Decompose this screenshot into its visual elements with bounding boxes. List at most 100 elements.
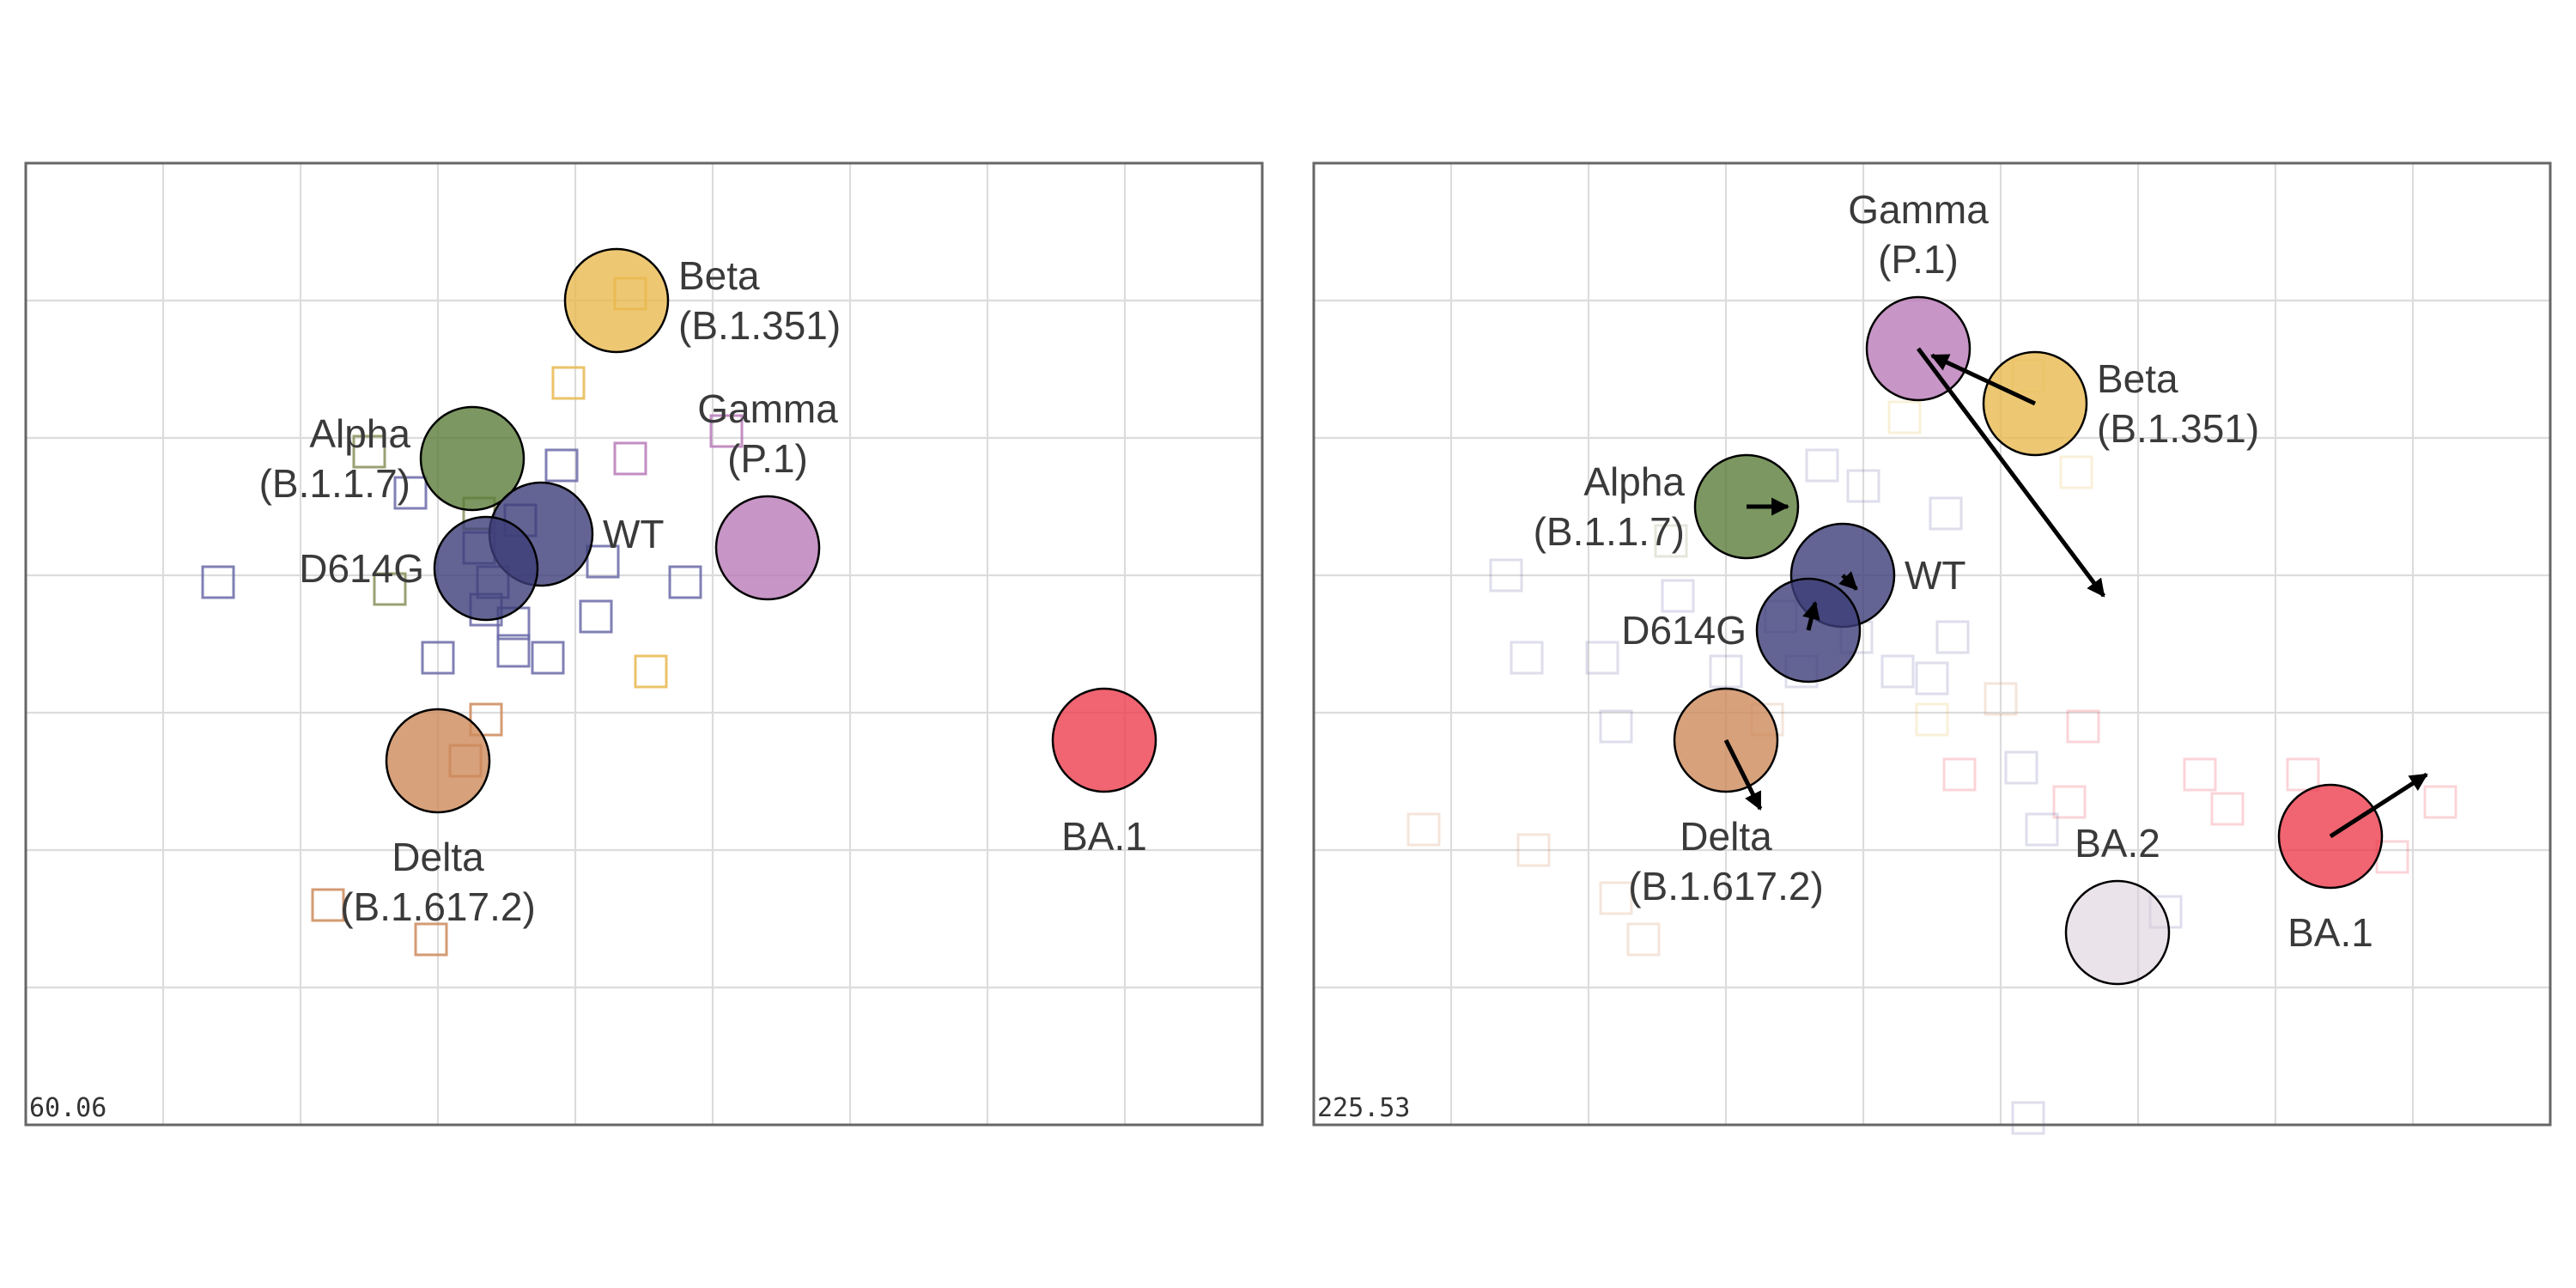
antigen-point-d614g xyxy=(433,515,539,622)
antigen-label-line: WT xyxy=(603,512,665,556)
serum-point xyxy=(2423,785,2458,819)
antigen-label-line: Gamma xyxy=(697,386,838,431)
left-map-panel: Beta (B.1.351) Alpha (B.1.1.7) Gamma (P.1) WT D… xyxy=(24,161,1264,1127)
antigen-label: BA.1 xyxy=(2287,910,2373,955)
serum-point xyxy=(1585,641,1619,675)
antigen-label-line: (B.1.351) xyxy=(678,303,841,348)
serum-point xyxy=(579,599,613,634)
serum-point xyxy=(634,654,668,689)
serum-point xyxy=(1654,524,1688,558)
serum-point xyxy=(1406,812,1441,847)
serum-point xyxy=(2183,757,2217,792)
serum-point xyxy=(1942,757,1977,792)
serum-point xyxy=(201,565,235,599)
serum-point xyxy=(414,922,448,957)
antigen-label: BA.1 xyxy=(1061,814,1147,859)
antigen-label: BA.2 xyxy=(2075,821,2160,866)
antigen-label: Gamma (P.1) xyxy=(697,386,838,481)
serum-point xyxy=(1516,833,1551,867)
antigen-label-line: Beta xyxy=(678,253,760,298)
antigen-label: D614G xyxy=(299,546,424,591)
serum-point xyxy=(2011,1101,2045,1135)
antigen-label-line: Alpha xyxy=(309,411,410,456)
stress-value: 225.53 xyxy=(1317,1093,1410,1123)
antigen-label-line: WT xyxy=(1905,553,1966,598)
antigen-label-line: BA.1 xyxy=(1061,814,1147,859)
serum-point xyxy=(352,434,386,469)
grid xyxy=(1314,163,2550,1125)
antigen-label: Alpha (B.1.1.7) xyxy=(1534,459,1686,554)
serum-point xyxy=(1880,654,1915,689)
movement-arrow xyxy=(1723,738,1763,811)
antigen-label-line: BA.2 xyxy=(2075,821,2160,866)
antigen-point-beta xyxy=(563,247,670,354)
antigen-label-line: Delta xyxy=(1680,814,1772,859)
antigen-point-ba-1 xyxy=(1051,687,1157,793)
serum-point xyxy=(2052,785,2087,819)
antigen-label-line: D614G xyxy=(1621,608,1747,653)
antigen-label-line: Delta xyxy=(392,835,484,879)
antigen-label-line: BA.1 xyxy=(2287,910,2373,955)
antigen-label: Delta (B.1.617.2) xyxy=(340,835,536,929)
movement-arrow xyxy=(1930,353,2037,406)
serum-point xyxy=(1709,654,1743,689)
serum-point xyxy=(2210,792,2245,826)
movement-arrow xyxy=(1838,571,1858,591)
antigen-label-line: (P.1) xyxy=(727,436,808,481)
serum-point xyxy=(393,476,428,510)
serum-point xyxy=(613,441,647,476)
serum-point xyxy=(1661,579,1695,613)
antigen-labels: Beta (B.1.351) Alpha (B.1.1.7) Gamma (P.1) WT D… xyxy=(259,253,1147,929)
serum-point xyxy=(1915,661,1949,696)
serum-point xyxy=(2059,455,2093,489)
serum-point xyxy=(311,888,345,922)
serum-point xyxy=(1846,469,1880,503)
serum-point xyxy=(544,448,579,483)
serum-point xyxy=(1599,709,1633,744)
antigen-label-line: Gamma xyxy=(1848,187,1989,232)
antigen-point-delta xyxy=(385,708,491,814)
antigen-label-line: D614G xyxy=(299,546,424,591)
serum-point xyxy=(1805,448,1839,483)
arrows xyxy=(1723,347,2428,839)
antigen-label-line: Alpha xyxy=(1583,459,1685,504)
serum-point xyxy=(709,414,744,448)
antigen-label-line: (B.1.1.7) xyxy=(259,461,410,506)
serum-point xyxy=(421,641,455,675)
serum-point xyxy=(1887,400,1922,434)
serum-point xyxy=(1984,682,2018,716)
antigen-label-line: (B.1.617.2) xyxy=(340,884,536,929)
antigen-point-alpha xyxy=(419,405,526,512)
antigen-point-gamma xyxy=(714,495,821,601)
serum-point xyxy=(1626,922,1661,957)
movement-arrow xyxy=(2329,772,2428,839)
antigen-label: Beta (B.1.351) xyxy=(2097,356,2259,451)
serum-point xyxy=(1915,702,1949,737)
serum-point xyxy=(1929,496,1963,531)
antigen-label: Beta (B.1.351) xyxy=(678,253,841,348)
serum-point xyxy=(373,572,407,606)
antigen-label-line: (B.1.617.2) xyxy=(1628,864,1824,908)
serum-point xyxy=(2025,812,2059,847)
serum-point xyxy=(1510,641,1544,675)
antigen-label-line: (B.1.1.7) xyxy=(1534,509,1685,554)
right-panel-frame xyxy=(1312,161,2552,1127)
antigen-label: WT xyxy=(603,512,665,556)
movement-arrow xyxy=(1802,600,1820,631)
serum-point xyxy=(1489,558,1523,592)
serum-point xyxy=(2286,757,2320,792)
serum-point xyxy=(2066,709,2100,744)
serum-point xyxy=(1599,881,1633,915)
left-panel-frame xyxy=(24,161,1264,1127)
antigen-label: WT xyxy=(1905,553,1966,598)
serum-point xyxy=(1935,620,1970,654)
antigen-label: Alpha (B.1.1.7) xyxy=(259,411,411,506)
antigen-points xyxy=(385,247,1157,814)
serum-point xyxy=(551,366,586,400)
antigen-label-line: (B.1.351) xyxy=(2097,406,2259,451)
serum-point xyxy=(531,641,565,675)
antigen-label: Gamma (P.1) xyxy=(1848,187,1989,282)
right-map-panel: Gamma (P.1) Beta (B.1.351) Alpha (B.1.1.7) WT D… xyxy=(1312,161,2552,1135)
stress-value: 60.06 xyxy=(29,1093,106,1123)
